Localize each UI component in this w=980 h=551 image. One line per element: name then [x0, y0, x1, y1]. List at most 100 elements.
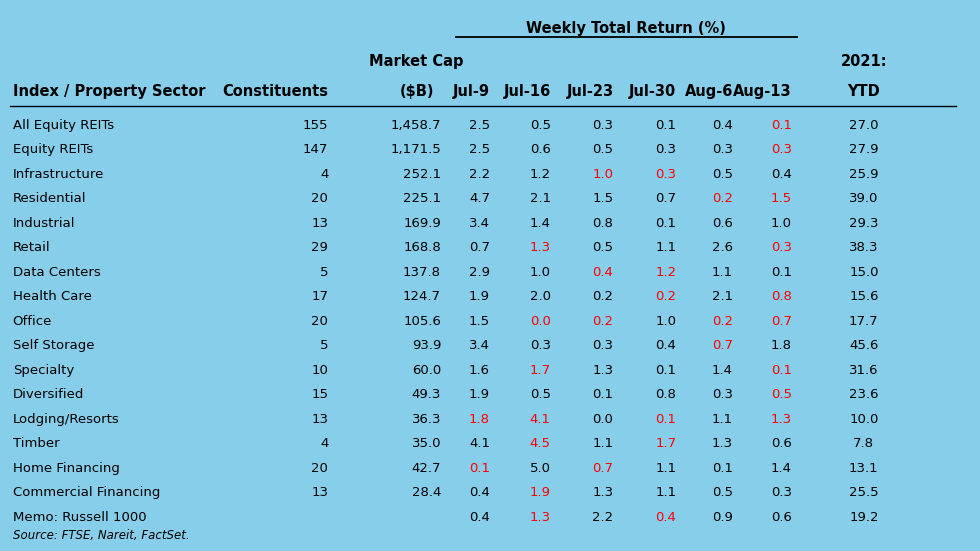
Text: 49.3: 49.3: [412, 388, 441, 401]
Text: 1,171.5: 1,171.5: [390, 143, 441, 156]
Text: YTD: YTD: [848, 84, 880, 99]
Text: 1.0: 1.0: [530, 266, 551, 279]
Text: 0.6: 0.6: [771, 511, 792, 524]
Text: 29: 29: [312, 241, 328, 254]
Text: 169.9: 169.9: [403, 217, 441, 230]
Text: 13: 13: [312, 487, 328, 499]
Text: 0.2: 0.2: [712, 315, 733, 328]
Text: 42.7: 42.7: [412, 462, 441, 475]
Text: ($B): ($B): [399, 84, 434, 99]
Text: 1.1: 1.1: [711, 413, 733, 426]
Text: 1.7: 1.7: [655, 437, 676, 450]
Text: 0.7: 0.7: [771, 315, 792, 328]
Text: 2.9: 2.9: [469, 266, 490, 279]
Text: 27.9: 27.9: [849, 143, 879, 156]
Text: Data Centers: Data Centers: [13, 266, 101, 279]
Text: Commercial Financing: Commercial Financing: [13, 487, 160, 499]
Text: 0.2: 0.2: [656, 290, 676, 303]
Text: 1.3: 1.3: [529, 511, 551, 524]
Text: Index / Property Sector: Index / Property Sector: [13, 84, 205, 99]
Text: 13.1: 13.1: [849, 462, 879, 475]
Text: 1.3: 1.3: [529, 241, 551, 254]
Text: 45.6: 45.6: [850, 339, 878, 352]
Text: 15.6: 15.6: [849, 290, 879, 303]
Text: 1.4: 1.4: [771, 462, 792, 475]
Text: 0.7: 0.7: [712, 339, 733, 352]
Text: 0.1: 0.1: [771, 364, 792, 377]
Text: 5: 5: [319, 266, 328, 279]
Text: 0.3: 0.3: [712, 388, 733, 401]
Text: 1.0: 1.0: [771, 217, 792, 230]
Text: Timber: Timber: [13, 437, 60, 450]
Text: 1.6: 1.6: [469, 364, 490, 377]
Text: 93.9: 93.9: [412, 339, 441, 352]
Text: Memo: Russell 1000: Memo: Russell 1000: [13, 511, 146, 524]
Text: 0.3: 0.3: [656, 168, 676, 181]
Text: 27.0: 27.0: [849, 118, 879, 132]
Text: 1.8: 1.8: [771, 339, 792, 352]
Text: 31.6: 31.6: [849, 364, 879, 377]
Text: 0.8: 0.8: [656, 388, 676, 401]
Text: 1,458.7: 1,458.7: [390, 118, 441, 132]
Text: 1.9: 1.9: [469, 290, 490, 303]
Text: 2.2: 2.2: [592, 511, 613, 524]
Text: 10: 10: [312, 364, 328, 377]
Text: Specialty: Specialty: [13, 364, 74, 377]
Text: 0.1: 0.1: [656, 413, 676, 426]
Text: 0.5: 0.5: [712, 168, 733, 181]
Text: 2.1: 2.1: [529, 192, 551, 205]
Text: 13: 13: [312, 413, 328, 426]
Text: 0.3: 0.3: [712, 143, 733, 156]
Text: Constituents: Constituents: [222, 84, 328, 99]
Text: 168.8: 168.8: [403, 241, 441, 254]
Text: Jul-9: Jul-9: [453, 84, 490, 99]
Text: 1.5: 1.5: [770, 192, 792, 205]
Text: Market Cap: Market Cap: [369, 54, 464, 69]
Text: 0.0: 0.0: [530, 315, 551, 328]
Text: 0.4: 0.4: [469, 511, 490, 524]
Text: 0.7: 0.7: [593, 462, 613, 475]
Text: 4.1: 4.1: [530, 413, 551, 426]
Text: 1.3: 1.3: [770, 413, 792, 426]
Text: Residential: Residential: [13, 192, 86, 205]
Text: All Equity REITs: All Equity REITs: [13, 118, 114, 132]
Text: 1.3: 1.3: [592, 487, 613, 499]
Text: 0.5: 0.5: [593, 143, 613, 156]
Text: Industrial: Industrial: [13, 217, 75, 230]
Text: 1.0: 1.0: [656, 315, 676, 328]
Text: 0.3: 0.3: [593, 118, 613, 132]
Text: Infrastructure: Infrastructure: [13, 168, 104, 181]
Text: 0.6: 0.6: [712, 217, 733, 230]
Text: 4.1: 4.1: [469, 437, 490, 450]
Text: Diversified: Diversified: [13, 388, 84, 401]
Text: 1.1: 1.1: [655, 241, 676, 254]
Text: 2.0: 2.0: [530, 290, 551, 303]
Text: Home Financing: Home Financing: [13, 462, 120, 475]
Text: 0.5: 0.5: [530, 388, 551, 401]
Text: 2.6: 2.6: [712, 241, 733, 254]
Text: Aug-13: Aug-13: [733, 84, 792, 99]
Text: Source: FTSE, Nareit, FactSet.: Source: FTSE, Nareit, FactSet.: [13, 530, 189, 542]
Text: 3.4: 3.4: [469, 217, 490, 230]
Text: 17: 17: [312, 290, 328, 303]
Text: Jul-16: Jul-16: [504, 84, 551, 99]
Text: 1.3: 1.3: [592, 364, 613, 377]
Text: 2.1: 2.1: [711, 290, 733, 303]
Text: Health Care: Health Care: [13, 290, 91, 303]
Text: 25.9: 25.9: [849, 168, 879, 181]
Text: 15.0: 15.0: [849, 266, 879, 279]
Text: 2021:: 2021:: [841, 54, 887, 69]
Text: 1.0: 1.0: [593, 168, 613, 181]
Text: 4.5: 4.5: [530, 437, 551, 450]
Text: 13: 13: [312, 217, 328, 230]
Text: 1.1: 1.1: [655, 487, 676, 499]
Text: 225.1: 225.1: [403, 192, 441, 205]
Text: 0.1: 0.1: [771, 118, 792, 132]
Text: Aug-6: Aug-6: [685, 84, 733, 99]
Text: 1.5: 1.5: [468, 315, 490, 328]
Text: 1.4: 1.4: [530, 217, 551, 230]
Text: 0.1: 0.1: [656, 364, 676, 377]
Text: 0.9: 0.9: [712, 511, 733, 524]
Text: 0.1: 0.1: [593, 388, 613, 401]
Text: 0.3: 0.3: [771, 241, 792, 254]
